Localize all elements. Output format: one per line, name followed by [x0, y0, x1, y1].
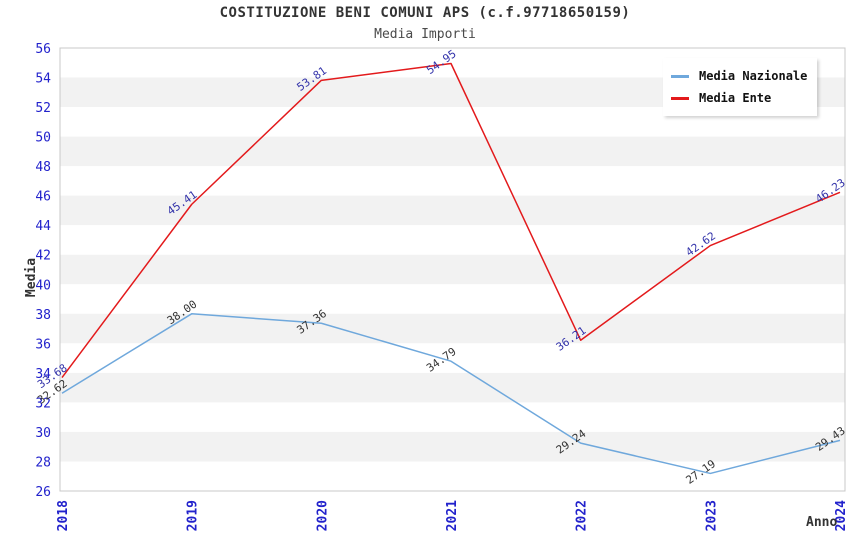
legend: Media Nazionale Media Ente: [663, 58, 818, 116]
grid-band: [60, 225, 845, 255]
y-tick-label: 28: [35, 455, 51, 470]
y-tick-label: 56: [35, 42, 51, 57]
x-tick-label: 2019: [186, 500, 201, 531]
y-tick-label: 44: [35, 219, 51, 234]
x-tick-label: 2018: [56, 500, 71, 531]
legend-swatch-icon: [671, 96, 689, 100]
grid-band: [60, 343, 845, 373]
x-axis-label: Anno: [806, 515, 838, 530]
x-tick-label: 2020: [315, 500, 330, 531]
grid-band: [60, 461, 845, 491]
y-tick-label: 48: [35, 160, 51, 175]
grid-band: [60, 431, 845, 462]
legend-swatch-icon: [671, 74, 689, 78]
x-tick-label: 2021: [445, 500, 460, 531]
grid-band: [60, 136, 845, 167]
grid-band: [60, 284, 845, 314]
x-tick-label: 2024: [834, 500, 849, 531]
grid-band: [60, 313, 845, 344]
legend-item-media-ente: Media Ente: [671, 87, 807, 109]
chart-title: COSTITUZIONE BENI COMUNI APS (c.f.977186…: [219, 5, 631, 21]
y-tick-label: 34: [35, 367, 51, 382]
x-tick-label: 2023: [704, 500, 719, 531]
grid-band: [60, 166, 845, 196]
y-tick-label: 32: [35, 396, 51, 411]
series-line-media-nazionale: [61, 313, 841, 475]
grid-band: [60, 372, 845, 403]
y-tick-label: 54: [35, 72, 51, 87]
legend-label: Media Nazionale: [699, 69, 808, 83]
grid-band: [60, 254, 845, 285]
series-line-media-ente: [61, 62, 841, 379]
legend-label: Media Ente: [699, 91, 772, 105]
y-tick-label: 42: [35, 249, 51, 264]
chart-subtitle: Media Importi: [374, 27, 476, 42]
y-axis-label: Media: [24, 257, 40, 298]
grid-band: [60, 195, 845, 226]
y-tick-label: 38: [35, 308, 51, 323]
y-tick-label: 36: [35, 337, 51, 352]
legend-item-media-nazionale: Media Nazionale: [671, 65, 807, 87]
y-tick-label: 50: [35, 131, 51, 146]
plot-border: [59, 47, 846, 492]
y-tick-label: 26: [35, 485, 51, 500]
x-tick-label: 2022: [575, 500, 590, 531]
y-tick-label: 46: [35, 190, 51, 205]
grid-band: [60, 402, 845, 432]
y-tick-label: 30: [35, 426, 51, 441]
y-tick-label: 40: [35, 278, 51, 293]
y-tick-label: 52: [35, 101, 51, 116]
